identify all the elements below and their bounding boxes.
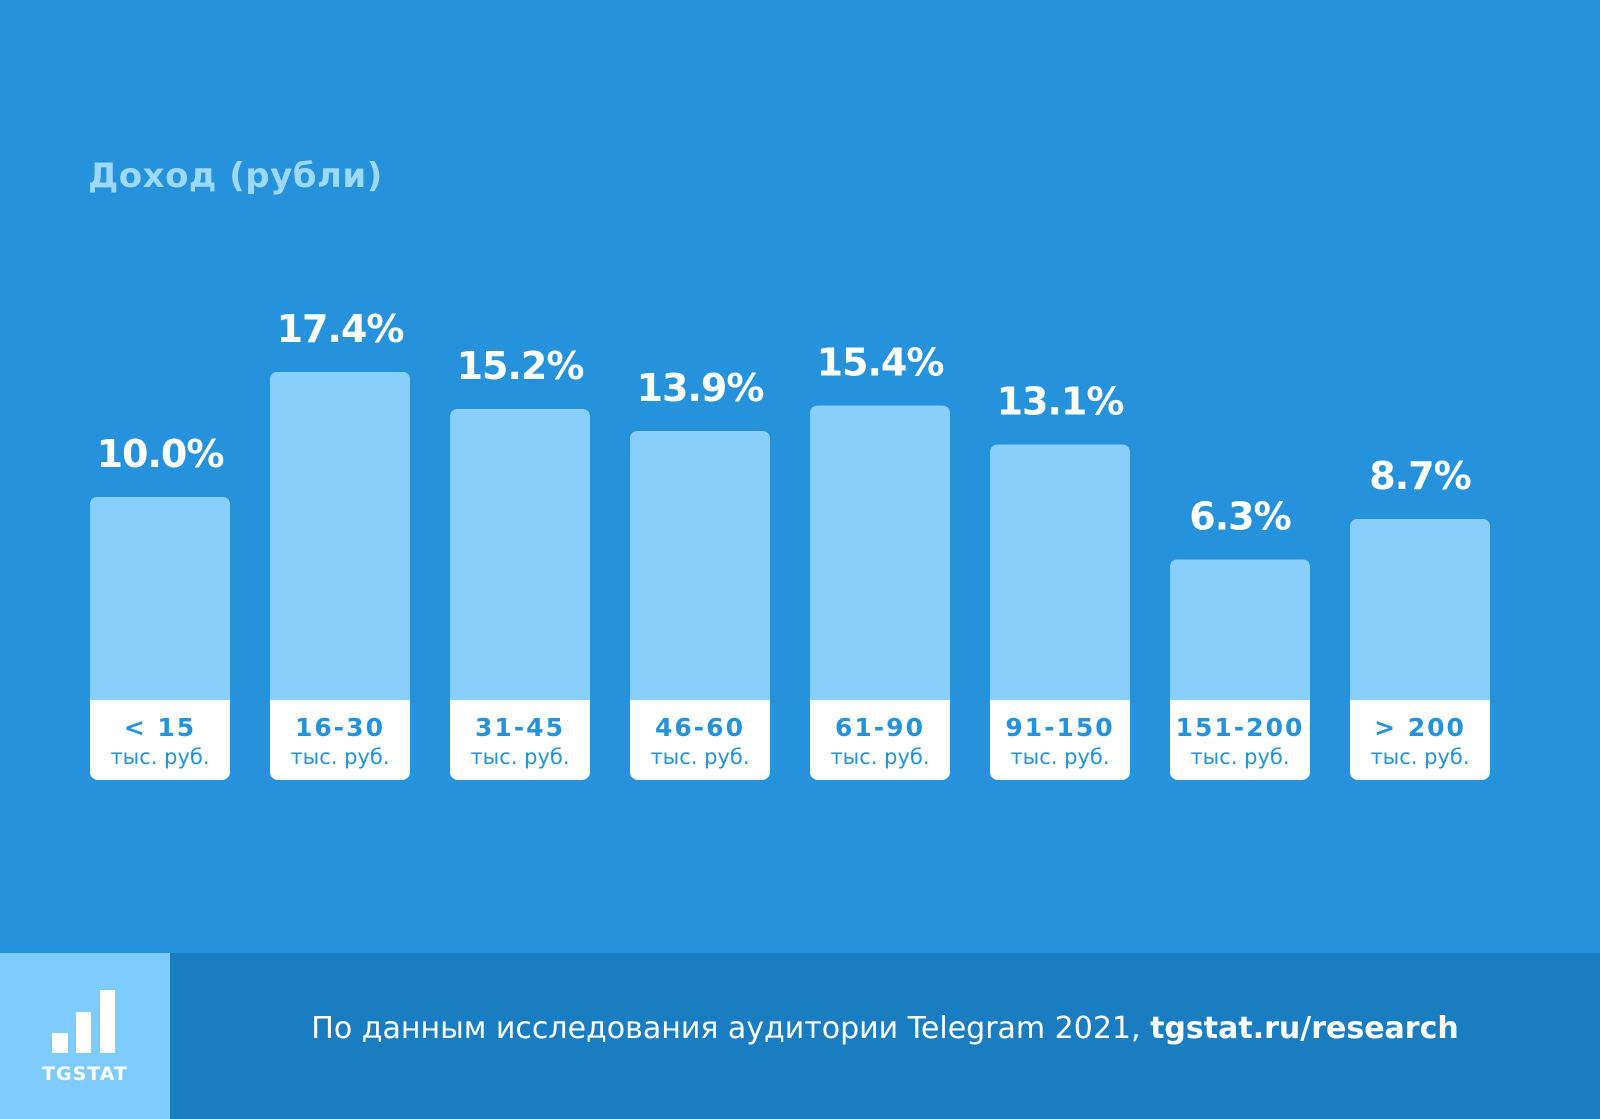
bar [90,497,230,700]
category-unit: тыс. руб. [110,745,209,769]
value-label: 10.0% [97,432,224,476]
category-unit: тыс. руб. [290,745,389,769]
category-label: 31-45 [475,713,565,742]
bar [810,405,950,700]
bar [1170,559,1310,700]
value-label: 13.9% [637,366,764,410]
chart-title: Доход (рубли) [88,156,383,196]
category-label: 46-60 [655,713,745,742]
value-label: 17.4% [277,307,404,351]
category-label: < 15 [124,713,196,742]
category-label: 16-30 [295,713,385,742]
logo-text: TGSTAT [42,1063,128,1085]
bar [1350,518,1490,700]
footer: TGSTAT По данным исследования аудитории … [0,953,1600,1119]
bar-chart-logo-icon [52,990,115,1053]
source-note: По данным исследования аудитории Telegra… [170,1011,1600,1046]
bar [990,444,1130,700]
category-label: 91-150 [1005,713,1114,742]
value-label: 15.2% [457,344,584,388]
value-label: 6.3% [1189,495,1290,539]
category-unit: тыс. руб. [1190,745,1289,769]
value-label: 8.7% [1369,454,1470,498]
source-link[interactable]: tgstat.ru/research [1150,1011,1459,1046]
category-unit: тыс. руб. [830,745,929,769]
source-text: По данным исследования аудитории Telegra… [311,1011,1151,1046]
category-label: 61-90 [835,713,925,742]
category-unit: тыс. руб. [1010,745,1109,769]
category-label: > 200 [1374,713,1466,742]
category-label: 151-200 [1176,713,1305,742]
bar-chart: 10.0% < 15 тыс. руб. 17.4% 16-30 тыс. руб. 15.… [90,307,1490,780]
value-label: 15.4% [817,341,944,385]
bar [270,371,410,700]
category-unit: тыс. руб. [650,745,749,769]
category-unit: тыс. руб. [1370,745,1469,769]
logo: TGSTAT [0,953,170,1119]
category-unit: тыс. руб. [470,745,569,769]
value-label: 13.1% [997,380,1124,424]
bar [450,409,590,700]
bar [630,431,770,700]
